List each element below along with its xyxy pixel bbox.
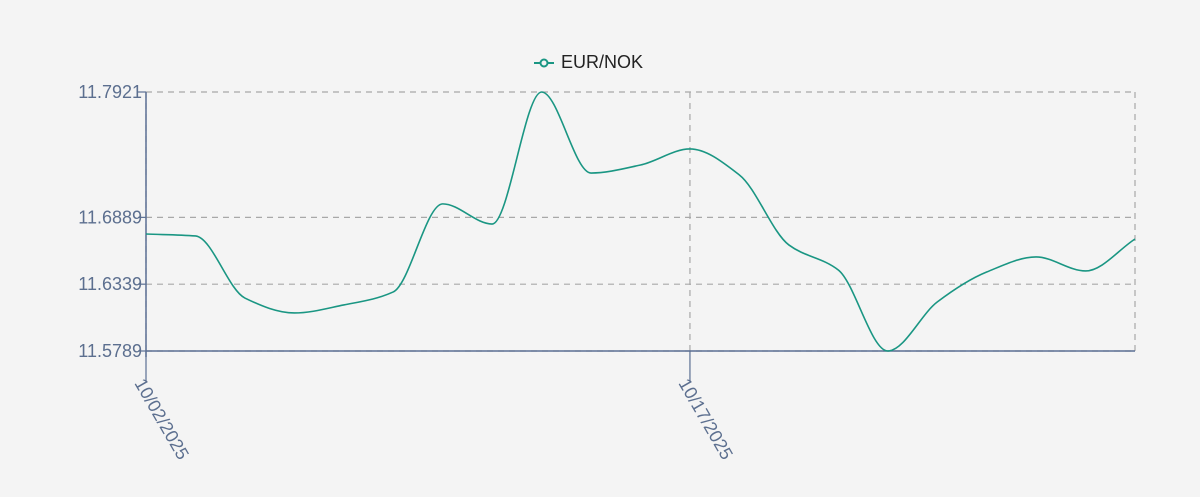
data-point[interactable] [1030,251,1042,263]
data-point[interactable] [288,307,300,319]
data-point[interactable] [1129,233,1141,245]
y-tick-label: 11.6889 [78,207,142,227]
data-point[interactable] [635,159,647,171]
data-point[interactable] [981,266,993,278]
legend-label: EUR/NOK [560,52,643,72]
y-tick-label: 11.7921 [78,82,142,102]
x-tick-label: 10/17/2025 [674,375,736,463]
data-point[interactable] [783,239,795,251]
series-line-eur-nok [145,91,1136,352]
y-tick-label: 11.5789 [78,341,142,361]
data-point[interactable] [239,292,251,304]
legend: EUR/NOK [0,52,1200,74]
x-tick-label: 10/02/2025 [131,375,193,463]
data-point[interactable] [931,296,943,308]
data-point[interactable] [536,86,548,98]
data-point[interactable] [189,230,201,242]
data-point[interactable] [140,228,152,240]
y-tick-label: 11.6339 [78,274,142,294]
data-point[interactable] [733,169,745,181]
data-point[interactable] [882,345,894,357]
legend-item-eur-nok[interactable]: EUR/NOK [533,52,643,73]
data-point[interactable] [585,167,597,179]
data-point[interactable] [437,198,449,210]
data-point[interactable] [684,143,696,155]
data-point[interactable] [486,218,498,230]
legend-line-marker-icon [533,58,554,67]
data-point[interactable] [338,299,350,311]
data-point[interactable] [387,286,399,298]
data-point[interactable] [832,264,844,276]
data-point[interactable] [1080,265,1092,277]
